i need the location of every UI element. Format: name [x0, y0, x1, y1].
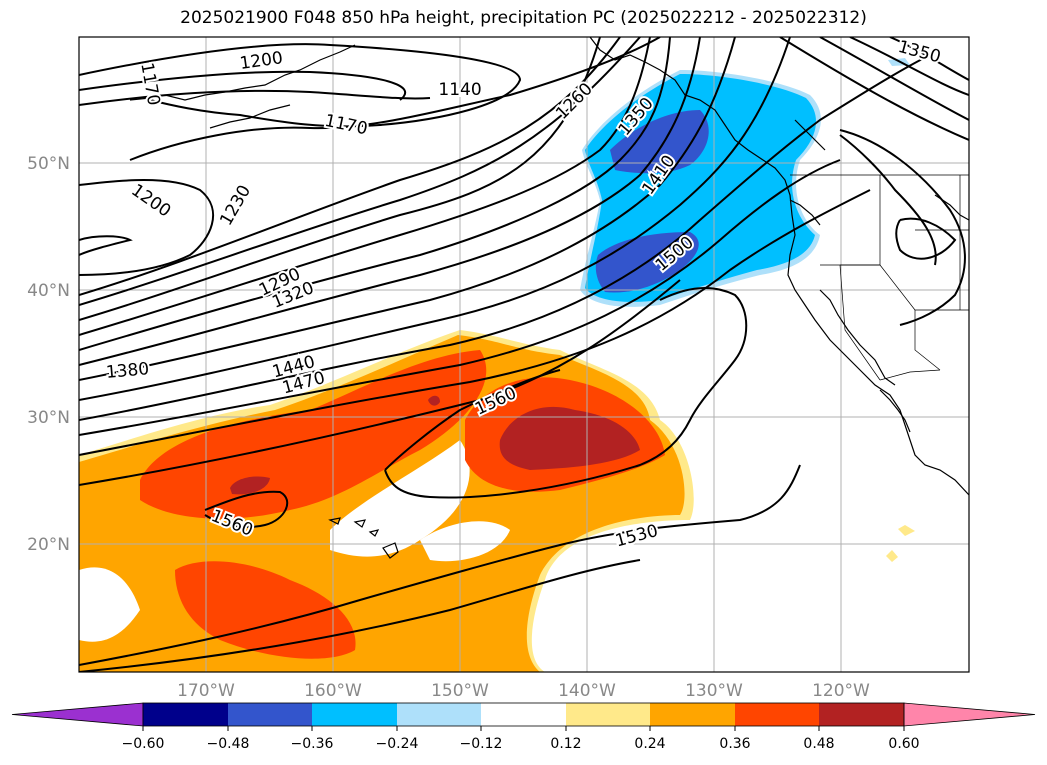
- lat-label-30: 30°N: [27, 408, 70, 428]
- colorbar-extend-high: [903, 702, 1036, 727]
- colorbar-swatch: [566, 703, 650, 726]
- lat-label-20: 20°N: [27, 535, 70, 555]
- colorbar-label: −0.60: [122, 736, 165, 752]
- colorbar-swatch: [143, 703, 228, 726]
- hawaii-islands: [328, 517, 399, 559]
- colorbar: −0.60 −0.48 −0.36 −0.24 −0.12 0.12 0.24 …: [11, 702, 1036, 752]
- lat-label-50: 50°N: [27, 154, 70, 174]
- map-frame: [78, 36, 970, 673]
- contour-label: 1200: [238, 48, 284, 74]
- contour-label: 1380: [105, 359, 150, 383]
- latitude-labels: 50°N 40°N 30°N 20°N: [27, 154, 70, 555]
- colorbar-swatch: [735, 703, 819, 726]
- colorbar-label: 0.48: [803, 736, 834, 752]
- colorbar-label: −0.36: [291, 736, 334, 752]
- lon-label-170w: 170°W: [177, 681, 235, 701]
- colorbar-label: 0.24: [634, 736, 665, 752]
- colorbar-swatch: [228, 703, 312, 726]
- colorbar-swatch: [819, 703, 904, 726]
- lon-label-140w: 140°W: [558, 681, 616, 701]
- colorbar-swatch: [397, 703, 481, 726]
- colorbar-label: 0.12: [550, 736, 581, 752]
- lat-label-40: 40°N: [27, 281, 70, 301]
- precip-positive-shading: [79, 330, 915, 672]
- height-contours: [79, 37, 969, 672]
- colorbar-swatch: [312, 703, 397, 726]
- lon-label-150w: 150°W: [431, 681, 489, 701]
- map-title: 2025021900 F048 850 hPa height, precipit…: [180, 8, 867, 28]
- borders: [790, 174, 969, 381]
- lon-label-130w: 130°W: [685, 681, 743, 701]
- colorbar-swatch: [481, 703, 566, 726]
- colorbar-swatch: [650, 703, 735, 726]
- lon-label-120w: 120°W: [812, 681, 870, 701]
- colorbar-label: −0.12: [460, 736, 503, 752]
- map-panel: 1170 1200 1140 1170 1260 1350 1350 1200 …: [79, 37, 969, 672]
- contour-label: 1140: [438, 80, 481, 100]
- longitude-labels: 170°W 160°W 150°W 140°W 130°W 120°W: [177, 681, 870, 701]
- colorbar-label: −0.24: [376, 736, 419, 752]
- precip-negative-shading: [580, 58, 910, 307]
- colorbar-label: 0.60: [888, 736, 919, 752]
- lon-label-160w: 160°W: [304, 681, 362, 701]
- colorbar-extend-low: [11, 702, 144, 727]
- colorbar-label: −0.48: [207, 736, 250, 752]
- colorbar-label: 0.36: [719, 736, 750, 752]
